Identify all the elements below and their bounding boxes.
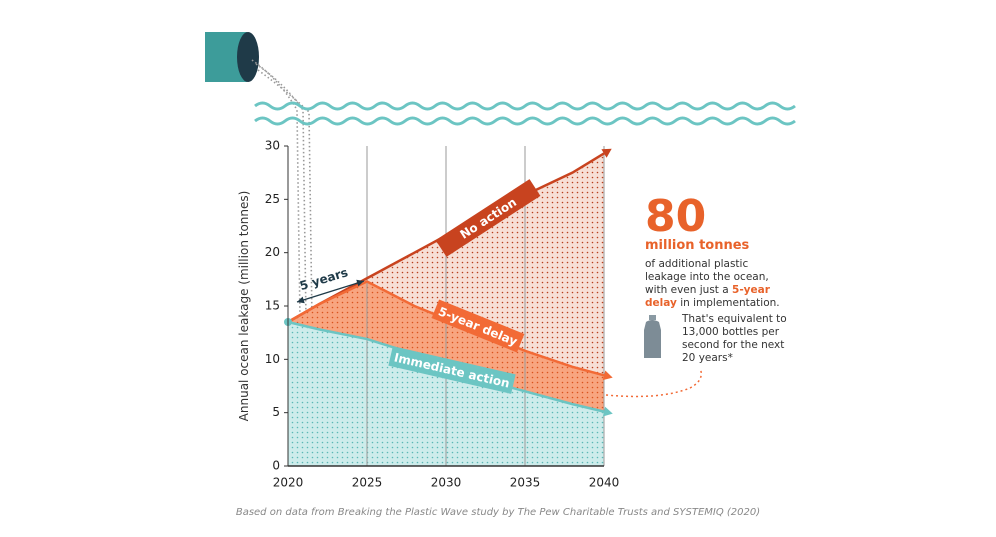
total-value: 80 xyxy=(645,191,707,242)
y-tick-label: 30 xyxy=(265,139,280,153)
description-highlight: 5-year delay xyxy=(645,284,770,309)
delay-label: 5 years xyxy=(298,265,350,293)
label-box xyxy=(431,299,525,353)
x-tick-label: 2040 xyxy=(589,476,620,490)
bottle-icon xyxy=(644,315,661,358)
arrowhead xyxy=(602,406,613,417)
arrowhead xyxy=(297,296,305,304)
y-tick-label: 10 xyxy=(265,352,280,366)
pipe-icon xyxy=(205,32,313,321)
label-box xyxy=(388,346,516,394)
source-note: Based on data from Breaking the Plastic … xyxy=(235,507,761,518)
x-tick-label: 2030 xyxy=(431,476,462,490)
equivalent-note: That's equivalent to 13,000 bottles per … xyxy=(682,313,787,364)
description-text: of additional plastic leakage into the o… xyxy=(645,258,769,296)
y-tick-label: 20 xyxy=(265,245,280,259)
x-tick-label: 2035 xyxy=(510,476,541,490)
total-unit: million tonnes xyxy=(645,238,750,253)
arrowhead xyxy=(356,279,364,287)
x-tick-label: 2025 xyxy=(352,476,383,490)
arrowhead xyxy=(601,148,612,158)
connector xyxy=(605,367,702,398)
y-tick-label: 0 xyxy=(272,459,280,473)
label-box xyxy=(435,179,541,257)
y-axis-label: Annual ocean leakage (million tonnes) xyxy=(237,191,251,422)
arrowhead xyxy=(602,370,613,381)
delay-arrow xyxy=(296,280,365,303)
x-tick-label: 2020 xyxy=(273,476,304,490)
waves xyxy=(254,101,796,126)
y-tick-label: 25 xyxy=(265,192,280,206)
description: of additional plastic leakage into the o… xyxy=(645,258,785,310)
y-tick-label: 15 xyxy=(265,299,280,313)
description-text: in implementation. xyxy=(680,297,780,309)
y-tick-label: 5 xyxy=(272,405,280,419)
